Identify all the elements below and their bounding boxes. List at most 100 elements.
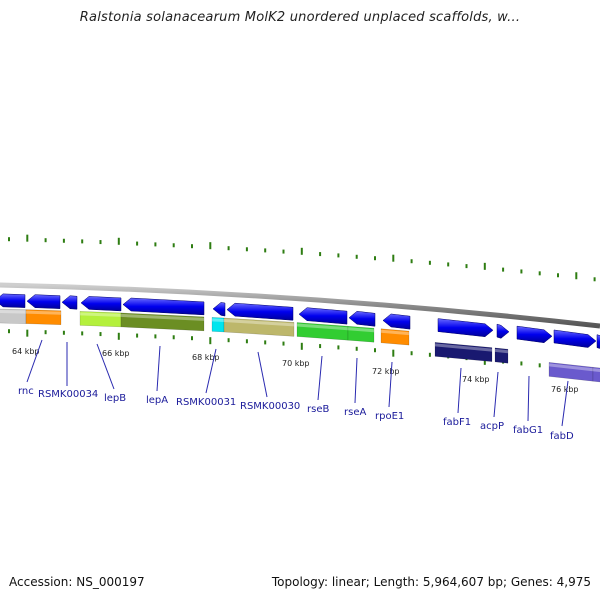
gene-bar-sheen bbox=[297, 323, 348, 331]
scale-label: 74 kbp bbox=[462, 375, 490, 384]
tick-mark bbox=[428, 260, 431, 265]
cds-arrow[interactable] bbox=[437, 318, 494, 337]
gene-label-acpP[interactable]: acpP bbox=[480, 371, 504, 432]
tick-mark bbox=[300, 247, 303, 255]
gene-label-RSMK00031[interactable]: RSMK00031 bbox=[176, 348, 236, 408]
gene-bar-fabF1[interactable] bbox=[434, 342, 493, 362]
gene-bar-sheen bbox=[26, 310, 61, 315]
tick-mark bbox=[447, 262, 450, 267]
gene-bar-sheen bbox=[212, 318, 224, 322]
cds-arrow[interactable] bbox=[496, 323, 510, 339]
gene-name[interactable]: rseA bbox=[344, 407, 366, 418]
gene-name[interactable]: RSMK00031 bbox=[176, 397, 236, 408]
cds-arrow[interactable] bbox=[382, 313, 411, 330]
tick-mark bbox=[392, 254, 395, 262]
gene-label-rnc[interactable]: rnc bbox=[18, 339, 43, 397]
tick-mark bbox=[337, 345, 340, 350]
gene-bar-sheen bbox=[549, 363, 593, 372]
gene-lane bbox=[0, 308, 600, 383]
gene-bar-RSMK00031[interactable] bbox=[211, 317, 225, 333]
cds-arrow[interactable] bbox=[212, 302, 226, 317]
tick-mark bbox=[410, 259, 413, 264]
tick-mark bbox=[8, 237, 10, 242]
cds-arrow[interactable] bbox=[61, 295, 78, 310]
sequence-backbone bbox=[0, 282, 600, 329]
gene-bar-rseA[interactable] bbox=[347, 325, 375, 343]
gene-name[interactable]: fabG1 bbox=[513, 425, 543, 436]
tick-mark bbox=[81, 331, 84, 336]
cds-arrow[interactable] bbox=[298, 307, 348, 325]
cds-arrow[interactable] bbox=[348, 311, 376, 327]
tick-mark bbox=[520, 361, 523, 366]
gene-label-fabG1[interactable]: fabG1 bbox=[513, 375, 543, 436]
gene-name[interactable]: rpoE1 bbox=[375, 411, 404, 422]
tick-mark bbox=[465, 264, 468, 269]
gene-bar-RSMK00030[interactable] bbox=[223, 317, 295, 337]
gene-label-rseA[interactable]: rseA bbox=[344, 357, 366, 418]
gene-name[interactable]: rnc bbox=[18, 386, 34, 397]
tick-mark bbox=[319, 344, 322, 349]
gene-bar-rseB[interactable] bbox=[296, 322, 349, 341]
tick-mark bbox=[593, 277, 596, 282]
tick-mark bbox=[62, 330, 65, 335]
scale-label: 66 kbp bbox=[102, 349, 130, 358]
gene-name[interactable]: lepA bbox=[146, 395, 168, 406]
gene-label-rpoE1[interactable]: rpoE1 bbox=[375, 361, 404, 422]
cds-arrow[interactable] bbox=[0, 293, 26, 308]
tick-mark bbox=[264, 340, 267, 345]
gene-labels[interactable]: rnc RSMK00034 lepB lepA RSMK00031 RSMK00… bbox=[18, 339, 574, 442]
tick-mark bbox=[117, 237, 120, 245]
tick-mark bbox=[81, 239, 84, 244]
tick-mark bbox=[337, 253, 340, 258]
topology-stats: Topology: linear; Length: 5,964,607 bp; … bbox=[271, 575, 591, 589]
scale-label: 64 kbp bbox=[12, 347, 40, 356]
gene-bar-sheen bbox=[80, 312, 121, 317]
gene-name[interactable]: RSMK00034 bbox=[38, 389, 98, 400]
tick-mark bbox=[520, 269, 523, 274]
tick-mark bbox=[44, 330, 47, 335]
tick-mark bbox=[209, 337, 212, 345]
gene-label-rseB[interactable]: rseB bbox=[307, 355, 329, 415]
cds-arrow[interactable] bbox=[516, 325, 553, 343]
tick-mark bbox=[392, 349, 395, 357]
gene-bar-rpoE1[interactable] bbox=[380, 328, 410, 346]
scale-label: 68 kbp bbox=[192, 353, 220, 362]
tick-mark bbox=[483, 262, 486, 270]
cds-lane bbox=[0, 293, 600, 349]
gene-name[interactable]: rseB bbox=[307, 404, 329, 415]
gene-label-RSMK00034[interactable]: RSMK00034 bbox=[38, 342, 98, 400]
gene-name[interactable]: lepB bbox=[104, 393, 126, 404]
tick-mark bbox=[62, 238, 65, 243]
gene-name[interactable]: RSMK00030 bbox=[240, 401, 300, 412]
gene-name[interactable]: acpP bbox=[480, 421, 504, 432]
cds-arrow[interactable] bbox=[596, 334, 600, 349]
scale-label: 76 kbp bbox=[551, 385, 579, 394]
scale-label: 72 kbp bbox=[372, 367, 400, 376]
gene-label-RSMK00030[interactable]: RSMK00030 bbox=[240, 351, 300, 412]
cds-arrow[interactable] bbox=[26, 294, 61, 309]
tick-mark bbox=[300, 342, 303, 350]
gene-bar-RSMK00034[interactable] bbox=[25, 309, 62, 325]
gene-label-fabD[interactable]: fabD bbox=[550, 380, 574, 442]
gene-label-lepA[interactable]: lepA bbox=[146, 345, 168, 406]
tick-mark bbox=[410, 351, 413, 356]
gene-bar-lepA[interactable] bbox=[120, 312, 205, 332]
gene-bar-sheen bbox=[593, 368, 600, 373]
accession-label: Accession: NS_000197 bbox=[9, 575, 145, 589]
cds-arrow[interactable] bbox=[553, 329, 597, 348]
gene-label-lepB[interactable]: lepB bbox=[96, 343, 126, 404]
cds-arrow[interactable] bbox=[226, 302, 294, 321]
tick-mark bbox=[227, 338, 230, 343]
gene-bar-sheen bbox=[381, 329, 409, 336]
cds-arrow[interactable] bbox=[122, 297, 205, 316]
gene-label-fabF1[interactable]: fabF1 bbox=[443, 367, 471, 428]
gene-bar-acpP[interactable] bbox=[494, 347, 509, 364]
gene-name[interactable]: fabF1 bbox=[443, 417, 471, 428]
gene-name[interactable]: fabD bbox=[550, 431, 574, 442]
tick-mark bbox=[282, 249, 285, 254]
tick-mark bbox=[428, 352, 431, 357]
tick-mark bbox=[319, 252, 322, 257]
gene-bar-fabD[interactable] bbox=[592, 366, 600, 383]
cds-arrow[interactable] bbox=[80, 296, 122, 312]
